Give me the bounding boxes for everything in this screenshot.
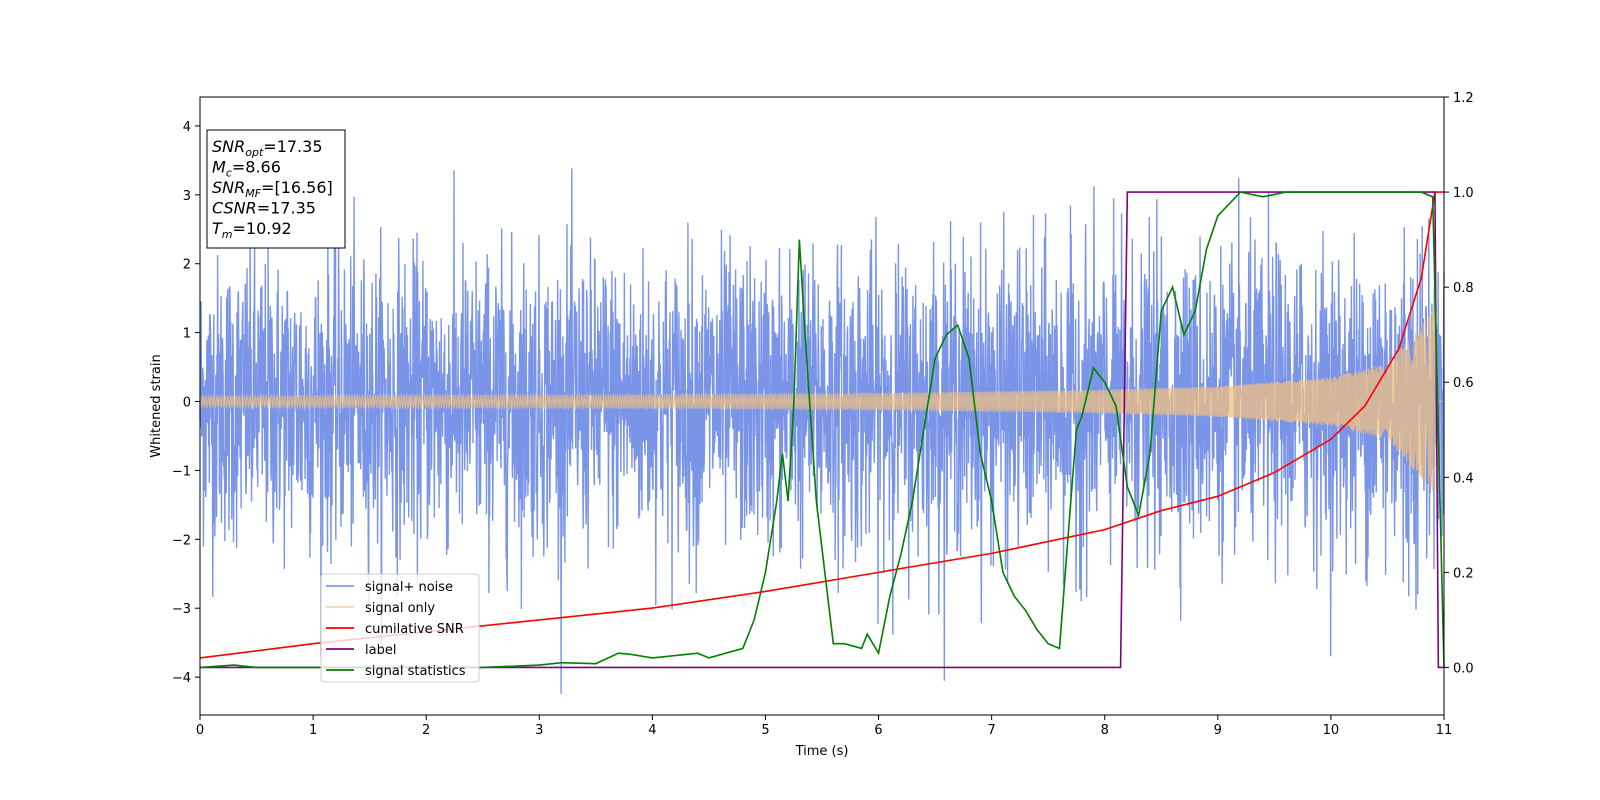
y-left-tick-label: −1 [172, 464, 191, 479]
x-axis-label: Time (s) [795, 744, 849, 759]
annotation-line: SNRopt=17.35 [212, 137, 323, 159]
legend-entry: signal+ noise [365, 580, 453, 595]
right-axis-series [199, 191, 1445, 669]
annotation-box-frame [206, 129, 346, 249]
annotation-line: CSNR=17.35 [212, 199, 316, 218]
y-right-tick-label: 1.0 [1453, 186, 1474, 201]
y-axis-label: Whitened strain [149, 354, 164, 457]
legend: signal+ noise signal only cumilative SNR la… [320, 573, 480, 683]
annotation-line: SNRMF=[16.56] [212, 178, 333, 200]
x-tick-label: 1 [309, 723, 317, 738]
y-left-tick-label: 2 [183, 258, 191, 273]
y-right-tick-label: 0.8 [1453, 281, 1474, 296]
x-tick-label: 10 [1323, 723, 1340, 738]
legend-entry: label [365, 643, 396, 658]
annotation-line: Tm=10.92 [212, 219, 292, 241]
y-left-tick-label: 1 [183, 327, 191, 342]
signal-statistics-line [199, 191, 1445, 669]
y-left-tick-label: −4 [172, 671, 191, 686]
legend-entry: signal only [365, 601, 435, 616]
x-tick-label: 2 [422, 723, 430, 738]
signal-noise-series [199, 168, 1445, 694]
legend-entry: signal statistics [365, 664, 466, 679]
cumulative-snr-line [199, 191, 1444, 659]
y-right-tick-label: 0.2 [1453, 566, 1474, 581]
label-line [200, 191, 1444, 669]
x-tick-label: 4 [648, 723, 656, 738]
legend-frame [320, 573, 480, 683]
y-axis-right-ticks: 0.0 0.2 0.4 0.6 0.8 1.0 1.2 [1444, 91, 1474, 676]
x-tick-label: 8 [1101, 723, 1109, 738]
signal-only-series [199, 310, 1444, 492]
y-left-tick-label: 3 [183, 189, 191, 204]
x-tick-label: 7 [987, 723, 995, 738]
y-axis-left-ticks: −4 −3 −2 −1 0 1 2 3 4 [172, 120, 200, 686]
y-right-tick-label: 0.4 [1453, 471, 1474, 486]
x-tick-label: 9 [1214, 723, 1222, 738]
legend-entry: cumilative SNR [365, 622, 464, 637]
annotation-box: SNRopt=17.35Mc=8.66SNRMF=[16.56]CSNR=17.… [206, 129, 346, 249]
x-axis-ticks: 0 1 2 3 4 5 6 7 8 9 10 11 [196, 715, 1452, 738]
x-tick-label: 5 [761, 723, 769, 738]
y-left-tick-label: −3 [172, 602, 191, 617]
x-tick-label: 11 [1436, 723, 1453, 738]
y-left-tick-label: 4 [183, 120, 191, 135]
annotation-line: Mc=8.66 [212, 158, 281, 180]
signal-only-line [199, 310, 1444, 492]
x-tick-label: 3 [535, 723, 543, 738]
signal-noise-line [199, 168, 1445, 694]
y-left-tick-label: 0 [183, 396, 191, 411]
plot-area-frame [199, 96, 1445, 716]
y-left-tick-label: −2 [172, 533, 191, 548]
x-tick-label: 0 [196, 723, 204, 738]
x-tick-label: 6 [874, 723, 882, 738]
y-right-tick-label: 0.6 [1453, 376, 1474, 391]
y-right-tick-label: 0.0 [1453, 661, 1474, 676]
y-right-tick-label: 1.2 [1453, 91, 1474, 106]
